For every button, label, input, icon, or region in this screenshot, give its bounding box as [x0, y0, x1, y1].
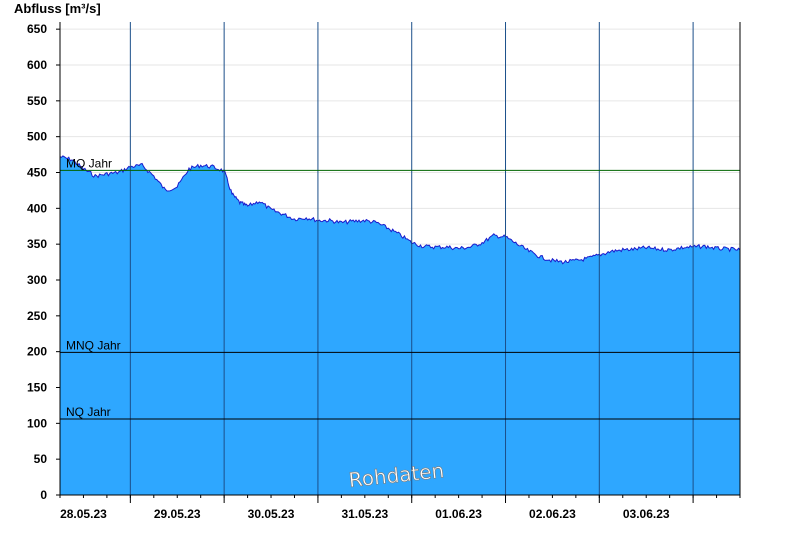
- x-tick-label-6: 03.06.23: [623, 507, 670, 521]
- y-tick-label-500: 500: [27, 130, 47, 144]
- reference-label-1: MNQ Jahr: [66, 338, 121, 352]
- y-tick-label-600: 600: [27, 58, 47, 72]
- y-tick-label-150: 150: [27, 381, 47, 395]
- y-tick-label-100: 100: [27, 416, 47, 430]
- series-line-0: [59, 155, 741, 265]
- reference-label-2: NQ Jahr: [66, 405, 111, 419]
- series-area-0: [60, 155, 740, 495]
- y-tick-label-550: 550: [27, 94, 47, 108]
- y-tick-label-200: 200: [27, 345, 47, 359]
- x-tick-label-0: 28.05.23: [60, 507, 107, 521]
- x-tick-label-5: 02.06.23: [529, 507, 576, 521]
- y-tick-label-400: 400: [27, 201, 47, 215]
- plot-area: MQ Jahr MNQ Jahr NQ Jahr: [59, 22, 741, 495]
- y-tick-label-350: 350: [27, 237, 47, 251]
- x-tick-label-4: 01.06.23: [435, 507, 482, 521]
- x-tick-label-3: 31.05.23: [341, 507, 388, 521]
- y-tick-label-250: 250: [27, 309, 47, 323]
- x-tick-label-1: 29.05.23: [154, 507, 201, 521]
- y-tick-label-300: 300: [27, 273, 47, 287]
- y-tick-label-50: 50: [34, 452, 48, 466]
- reference-label-0: MQ Jahr: [66, 156, 112, 170]
- y-tick-label-650: 650: [27, 22, 47, 36]
- y-axis-label: Abfluss [m³/s]: [14, 1, 101, 16]
- y-tick-label-450: 450: [27, 166, 47, 180]
- y-tick-label-0: 0: [40, 488, 47, 502]
- x-tick-label-2: 30.05.23: [248, 507, 295, 521]
- axes: 0 50 100 150 200 250 300 350 400 450 500 550 600 650 2…: [27, 22, 741, 521]
